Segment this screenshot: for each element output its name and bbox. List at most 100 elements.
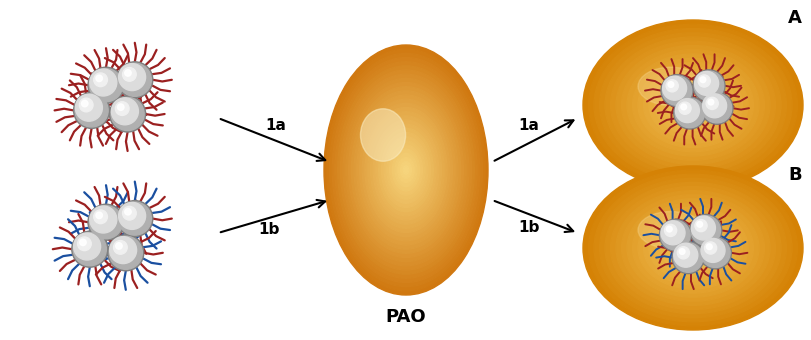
- Ellipse shape: [582, 166, 802, 330]
- Ellipse shape: [610, 187, 775, 309]
- Ellipse shape: [326, 49, 485, 291]
- Circle shape: [90, 69, 117, 96]
- Ellipse shape: [354, 91, 457, 249]
- Circle shape: [88, 204, 124, 240]
- Circle shape: [81, 100, 88, 107]
- Circle shape: [672, 242, 703, 274]
- Ellipse shape: [360, 109, 405, 161]
- Circle shape: [96, 75, 102, 82]
- Ellipse shape: [348, 83, 463, 257]
- Ellipse shape: [676, 92, 709, 118]
- Circle shape: [694, 220, 706, 232]
- Circle shape: [96, 212, 102, 219]
- Ellipse shape: [599, 33, 786, 177]
- Ellipse shape: [324, 45, 487, 295]
- Circle shape: [71, 231, 108, 267]
- Circle shape: [75, 94, 102, 121]
- Ellipse shape: [626, 54, 758, 156]
- Circle shape: [698, 237, 731, 269]
- Circle shape: [660, 220, 689, 250]
- Text: 1b: 1b: [258, 222, 279, 238]
- Ellipse shape: [588, 24, 796, 186]
- Circle shape: [676, 247, 689, 259]
- Circle shape: [699, 77, 705, 83]
- Circle shape: [697, 75, 710, 87]
- Circle shape: [693, 71, 718, 96]
- Circle shape: [673, 97, 705, 129]
- Text: A: A: [787, 9, 801, 27]
- Ellipse shape: [604, 182, 780, 313]
- Ellipse shape: [620, 195, 764, 301]
- Ellipse shape: [654, 219, 731, 277]
- Circle shape: [700, 92, 732, 124]
- Circle shape: [706, 244, 711, 250]
- Circle shape: [118, 202, 145, 230]
- Circle shape: [673, 243, 697, 267]
- Circle shape: [679, 249, 684, 254]
- Circle shape: [117, 201, 152, 237]
- Circle shape: [74, 233, 101, 260]
- Ellipse shape: [588, 170, 796, 326]
- Ellipse shape: [642, 67, 741, 143]
- Circle shape: [75, 94, 108, 127]
- Circle shape: [666, 226, 672, 232]
- Circle shape: [117, 62, 152, 98]
- Ellipse shape: [356, 95, 455, 245]
- Circle shape: [89, 206, 122, 239]
- Ellipse shape: [375, 124, 436, 216]
- Ellipse shape: [642, 211, 741, 285]
- Circle shape: [660, 74, 692, 107]
- Ellipse shape: [329, 53, 482, 287]
- Circle shape: [90, 206, 117, 233]
- Ellipse shape: [381, 133, 430, 207]
- Circle shape: [78, 237, 91, 251]
- Circle shape: [665, 80, 677, 92]
- Circle shape: [707, 99, 713, 105]
- Ellipse shape: [384, 137, 427, 203]
- Ellipse shape: [362, 103, 449, 237]
- Ellipse shape: [626, 199, 758, 297]
- Circle shape: [680, 104, 686, 110]
- Ellipse shape: [637, 63, 747, 148]
- Ellipse shape: [392, 149, 419, 191]
- Circle shape: [667, 82, 673, 87]
- Ellipse shape: [676, 236, 709, 260]
- Circle shape: [73, 233, 106, 266]
- Ellipse shape: [620, 50, 764, 160]
- Text: 1b: 1b: [517, 221, 539, 236]
- Circle shape: [118, 64, 145, 90]
- Circle shape: [692, 70, 724, 102]
- Ellipse shape: [616, 46, 769, 165]
- Ellipse shape: [599, 178, 786, 318]
- Ellipse shape: [395, 153, 416, 187]
- Ellipse shape: [351, 87, 460, 253]
- Circle shape: [88, 67, 124, 103]
- Circle shape: [704, 242, 716, 254]
- Ellipse shape: [334, 62, 477, 278]
- Text: PAO: PAO: [385, 308, 426, 326]
- Ellipse shape: [670, 232, 714, 265]
- Ellipse shape: [659, 223, 725, 273]
- Ellipse shape: [343, 74, 468, 266]
- Ellipse shape: [665, 84, 719, 126]
- Ellipse shape: [378, 128, 433, 212]
- Text: B: B: [787, 166, 800, 184]
- Circle shape: [118, 202, 151, 235]
- Circle shape: [678, 102, 690, 114]
- Ellipse shape: [337, 66, 474, 274]
- Circle shape: [93, 210, 107, 224]
- Ellipse shape: [582, 20, 802, 190]
- Ellipse shape: [648, 215, 736, 281]
- Circle shape: [702, 94, 726, 118]
- Circle shape: [79, 98, 93, 112]
- Ellipse shape: [594, 174, 791, 322]
- Circle shape: [115, 102, 129, 116]
- Circle shape: [702, 94, 731, 123]
- Ellipse shape: [670, 88, 714, 122]
- Ellipse shape: [648, 71, 736, 139]
- Ellipse shape: [403, 166, 408, 174]
- Ellipse shape: [681, 97, 703, 114]
- Ellipse shape: [637, 67, 703, 105]
- Circle shape: [662, 76, 686, 100]
- Ellipse shape: [373, 120, 438, 220]
